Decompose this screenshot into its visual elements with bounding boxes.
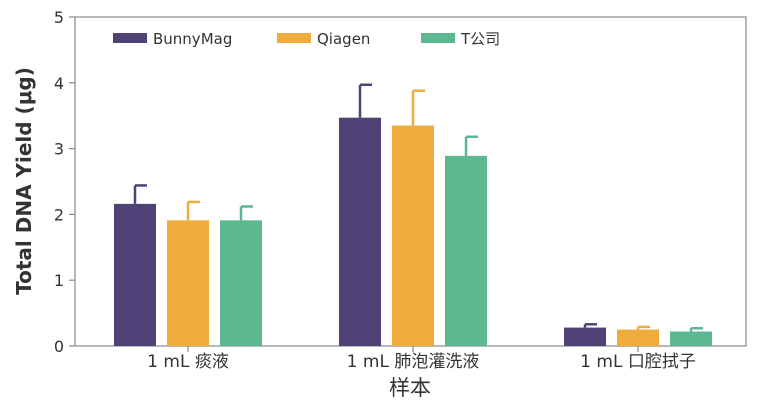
legend-label: T公司 [460,30,500,48]
bar [445,155,487,346]
y-tick-label: 3 [54,140,64,159]
y-tick-label: 0 [54,337,64,356]
legend-label: BunnyMag [153,30,232,48]
bar [392,125,434,346]
y-tick-label: 5 [54,8,64,27]
y-tick-label: 2 [54,205,64,224]
legend-label: Qiagen [317,30,370,48]
x-axis-labels: 1 mL 痰液 1 mL 肺泡灌洗液 1 mL 口腔拭子 [147,346,696,372]
bars [114,83,712,346]
bar [670,331,712,346]
y-axis-title: Total DNA Yield (μg) [12,67,36,295]
x-tick-label: 1 mL 肺泡灌洗液 [347,352,480,372]
bar [617,329,659,346]
legend: BunnyMag Qiagen T公司 [113,30,500,48]
legend-swatch [277,33,311,43]
bar [339,117,381,346]
bar [114,203,156,346]
x-tick-label: 1 mL 痰液 [147,352,229,372]
legend-swatch [113,33,147,43]
bar [220,220,262,346]
y-tick-label: 4 [54,74,64,93]
bar [564,327,606,346]
y-tick-label: 1 [54,271,64,290]
y-axis-ticks: 0 1 2 3 4 5 [54,8,75,356]
x-axis-title: 样本 [389,376,431,400]
x-tick-label: 1 mL 口腔拭子 [580,352,696,372]
bar [167,220,209,346]
legend-swatch [421,33,455,43]
